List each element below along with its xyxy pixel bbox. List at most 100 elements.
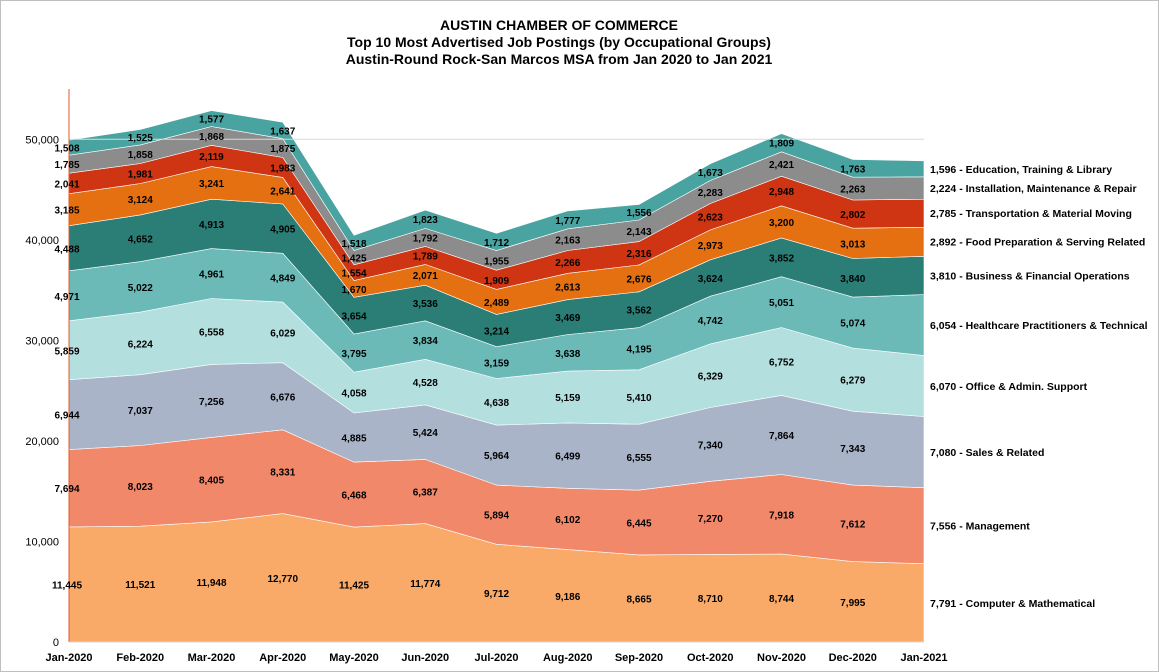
data-label-transportation-material-moving: 1,983 bbox=[270, 163, 295, 174]
data-label-sales-related: 5,964 bbox=[484, 451, 509, 462]
y-tick-label: 0 bbox=[53, 637, 59, 649]
chart-title-line-1: AUSTIN CHAMBER OF COMMERCE bbox=[440, 17, 678, 33]
data-label-office-admin-support: 6,279 bbox=[840, 376, 865, 387]
data-label-transportation-material-moving: 1,909 bbox=[484, 276, 509, 287]
data-label-business-financial-operations: 4,652 bbox=[128, 234, 153, 245]
data-label-management: 5,894 bbox=[484, 511, 509, 522]
data-label-food-preparation-serving-related: 3,013 bbox=[840, 239, 865, 250]
data-label-transportation-material-moving: 2,802 bbox=[840, 210, 865, 221]
data-label-computer-mathematical: 8,744 bbox=[769, 594, 794, 605]
data-label-sales-related: 6,555 bbox=[626, 453, 651, 464]
data-label-installation-maintenance-repair: 1,792 bbox=[413, 233, 438, 244]
data-label-healthcare-practitioners-technical: 5,074 bbox=[840, 319, 865, 330]
data-label-management: 6,387 bbox=[413, 488, 438, 499]
data-label-computer-mathematical: 11,774 bbox=[410, 579, 440, 590]
data-label-sales-related: 7,864 bbox=[769, 431, 794, 442]
y-tick-label: 40,000 bbox=[25, 235, 59, 247]
data-label-transportation-material-moving: 2,623 bbox=[698, 213, 723, 224]
data-label-education-training-library: 1,525 bbox=[128, 133, 153, 144]
series-labels-group: 7,791 - Computer & Mathematical 7,556 - M… bbox=[930, 164, 1148, 610]
data-label-education-training-library: 1,673 bbox=[698, 168, 723, 179]
series-label-business-financial-operations: 3,810 - Business & Financial Operations bbox=[930, 270, 1130, 282]
x-tick-label: Sep-2020 bbox=[615, 652, 663, 664]
x-tick-label: Jun-2020 bbox=[401, 652, 449, 664]
data-label-education-training-library: 1,637 bbox=[270, 126, 295, 137]
data-label-food-preparation-serving-related: 3,241 bbox=[199, 179, 224, 190]
data-label-management: 6,102 bbox=[555, 515, 580, 526]
data-label-business-financial-operations: 3,840 bbox=[840, 274, 865, 285]
data-label-computer-mathematical: 9,712 bbox=[484, 589, 509, 600]
area-education-training-library bbox=[68, 110, 925, 251]
data-label-installation-maintenance-repair: 2,143 bbox=[626, 227, 651, 238]
data-label-education-training-library: 1,508 bbox=[54, 144, 79, 155]
data-label-education-training-library: 1,712 bbox=[484, 238, 509, 249]
data-label-office-admin-support: 6,029 bbox=[270, 328, 295, 339]
data-label-education-training-library: 1,763 bbox=[840, 164, 865, 175]
data-label-installation-maintenance-repair: 2,163 bbox=[555, 236, 580, 247]
x-tick-label: May-2020 bbox=[329, 652, 379, 664]
series-label-food-preparation-serving-related: 2,892 - Food Preparation & Serving Relat… bbox=[930, 237, 1145, 249]
y-tick-label: 30,000 bbox=[25, 335, 59, 347]
axes-group: 0 10,000 20,000 30,000 40,000 50,000 Jan-2020 F… bbox=[25, 89, 948, 664]
data-label-computer-mathematical: 11,948 bbox=[196, 578, 226, 589]
data-label-management: 7,694 bbox=[54, 484, 79, 495]
data-label-management: 7,270 bbox=[698, 514, 723, 525]
x-tick-label: Oct-2020 bbox=[687, 652, 733, 664]
data-label-business-financial-operations: 3,624 bbox=[698, 274, 723, 285]
data-label-healthcare-practitioners-technical: 3,159 bbox=[484, 359, 509, 370]
data-label-transportation-material-moving: 1,554 bbox=[341, 269, 366, 280]
data-label-computer-mathematical: 11,445 bbox=[52, 580, 82, 591]
data-label-business-financial-operations: 3,469 bbox=[555, 313, 580, 324]
data-label-computer-mathematical: 8,710 bbox=[698, 594, 723, 605]
data-label-business-financial-operations: 3,852 bbox=[769, 253, 794, 264]
chart-title-line-2: Top 10 Most Advertised Job Postings (by … bbox=[347, 34, 771, 50]
x-tick-label: Jul-2020 bbox=[474, 652, 518, 664]
data-label-education-training-library: 1,577 bbox=[199, 115, 224, 126]
data-label-management: 7,918 bbox=[769, 510, 794, 521]
data-label-transportation-material-moving: 2,948 bbox=[769, 187, 794, 198]
data-label-office-admin-support: 6,224 bbox=[128, 339, 153, 350]
data-label-computer-mathematical: 12,770 bbox=[267, 574, 298, 585]
data-label-food-preparation-serving-related: 3,185 bbox=[54, 206, 79, 217]
chart-title-line-3: Austin-Round Rock-San Marcos MSA from Ja… bbox=[346, 51, 773, 67]
data-label-management: 7,612 bbox=[840, 519, 865, 530]
data-label-sales-related: 6,676 bbox=[270, 392, 295, 403]
series-label-education-training-library: 1,596 - Education, Training & Library bbox=[930, 164, 1112, 176]
series-label-management: 7,556 - Management bbox=[930, 521, 1030, 533]
data-label-healthcare-practitioners-technical: 4,961 bbox=[199, 270, 224, 281]
y-tick-label: 50,000 bbox=[25, 134, 59, 146]
series-label-computer-mathematical: 7,791 - Computer & Mathematical bbox=[930, 598, 1095, 610]
data-label-transportation-material-moving: 1,981 bbox=[128, 170, 153, 181]
data-label-management: 8,331 bbox=[270, 468, 295, 479]
data-label-management: 8,023 bbox=[128, 482, 153, 493]
data-label-sales-related: 6,499 bbox=[555, 452, 580, 463]
data-label-healthcare-practitioners-technical: 4,849 bbox=[270, 274, 295, 285]
data-label-sales-related: 4,885 bbox=[341, 434, 366, 445]
data-label-computer-mathematical: 7,995 bbox=[840, 598, 865, 609]
x-tick-label: Aug-2020 bbox=[543, 652, 593, 664]
area-series-group bbox=[68, 110, 925, 643]
data-label-office-admin-support: 5,410 bbox=[626, 393, 651, 404]
data-label-food-preparation-serving-related: 2,676 bbox=[626, 274, 651, 285]
data-label-transportation-material-moving: 1,789 bbox=[413, 251, 438, 262]
series-label-sales-related: 7,080 - Sales & Related bbox=[930, 447, 1044, 459]
series-label-healthcare-practitioners-technical: 6,054 - Healthcare Practitioners & Techn… bbox=[930, 320, 1148, 332]
data-label-business-financial-operations: 3,562 bbox=[626, 306, 651, 317]
data-label-food-preparation-serving-related: 1,670 bbox=[341, 285, 366, 296]
data-label-education-training-library: 1,556 bbox=[626, 208, 651, 219]
data-label-office-admin-support: 4,638 bbox=[484, 398, 509, 409]
data-label-installation-maintenance-repair: 1,955 bbox=[484, 256, 509, 267]
data-label-installation-maintenance-repair: 1,858 bbox=[128, 150, 153, 161]
x-tick-label: Nov-2020 bbox=[757, 652, 806, 664]
data-label-healthcare-practitioners-technical: 4,742 bbox=[698, 316, 723, 327]
x-tick-label: Jan-2021 bbox=[900, 652, 947, 664]
data-label-healthcare-practitioners-technical: 5,022 bbox=[128, 283, 153, 294]
data-label-food-preparation-serving-related: 2,071 bbox=[413, 271, 438, 282]
data-label-office-admin-support: 5,159 bbox=[555, 393, 580, 404]
series-label-installation-maintenance-repair: 2,224 - Installation, Maintenance & Repa… bbox=[930, 183, 1137, 195]
data-label-food-preparation-serving-related: 3,124 bbox=[128, 195, 153, 206]
data-label-installation-maintenance-repair: 1,425 bbox=[341, 254, 366, 265]
data-label-healthcare-practitioners-technical: 4,195 bbox=[626, 345, 651, 356]
data-label-business-financial-operations: 4,905 bbox=[270, 225, 295, 236]
